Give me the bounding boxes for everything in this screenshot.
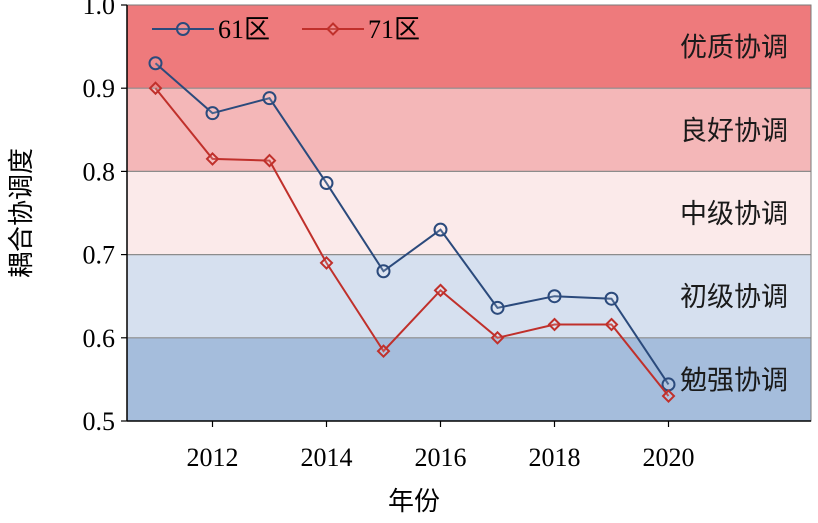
band-label: 勉强协调 bbox=[680, 365, 788, 396]
y-tick-label: 0.7 bbox=[83, 241, 116, 270]
data-point bbox=[661, 389, 676, 403]
data-point bbox=[262, 91, 277, 106]
data-point bbox=[376, 344, 391, 359]
data-point bbox=[205, 152, 220, 166]
plot-frame bbox=[126, 4, 812, 422]
data-point bbox=[148, 56, 163, 71]
legend-item: 71区 bbox=[302, 15, 420, 44]
band-label: 中级协调 bbox=[680, 199, 788, 230]
legend-label: 71区 bbox=[368, 15, 420, 44]
data-point bbox=[547, 317, 562, 332]
band-3 bbox=[127, 171, 811, 255]
data-point bbox=[490, 330, 505, 345]
x-tick-label: 2014 bbox=[301, 443, 353, 472]
data-point bbox=[319, 256, 334, 270]
y-tick-label: 0.9 bbox=[83, 74, 116, 103]
y-axis-title: 耦合协调度 bbox=[7, 148, 37, 278]
x-axis-title: 年份 bbox=[388, 487, 440, 517]
data-point bbox=[262, 153, 277, 168]
data-point bbox=[547, 289, 562, 304]
band-label: 良好协调 bbox=[680, 116, 788, 147]
legend: 61区 71区 bbox=[152, 15, 420, 44]
band-2 bbox=[127, 88, 811, 172]
data-point bbox=[490, 300, 505, 315]
series-2 bbox=[148, 81, 676, 403]
series-line bbox=[154, 62, 670, 385]
data-point bbox=[433, 222, 448, 237]
y-tick-label: 1.0 bbox=[83, 0, 116, 20]
y-tick-label: 0.8 bbox=[83, 157, 116, 186]
axis-ticks: 1.0 0.9 0.8 0.7 0.6 0.5 2012 2014 2016 2018 2020 bbox=[83, 0, 695, 472]
data-point bbox=[433, 283, 448, 298]
y-tick-label: 0.6 bbox=[83, 324, 116, 353]
band-1 bbox=[127, 5, 811, 89]
data-point bbox=[205, 106, 220, 121]
data-point bbox=[661, 377, 676, 392]
band-label: 初级协调 bbox=[680, 282, 788, 313]
x-tick-label: 2020 bbox=[643, 443, 695, 472]
legend-label: 61区 bbox=[218, 15, 270, 44]
series-line bbox=[154, 87, 670, 397]
x-tick-label: 2016 bbox=[415, 443, 467, 472]
legend-marker bbox=[326, 22, 340, 36]
x-tick-label: 2018 bbox=[529, 443, 581, 472]
legend-marker bbox=[176, 22, 190, 36]
data-point bbox=[376, 264, 391, 279]
data-point bbox=[148, 81, 163, 96]
legend-item: 61区 bbox=[152, 15, 270, 44]
band-label: 优质协调 bbox=[680, 33, 788, 64]
data-point bbox=[319, 176, 334, 191]
x-tick-label: 2012 bbox=[187, 443, 239, 472]
data-point bbox=[604, 291, 619, 306]
band-5 bbox=[127, 337, 811, 421]
y-tick-label: 0.5 bbox=[83, 407, 116, 436]
data-point bbox=[604, 317, 619, 332]
series-1 bbox=[148, 56, 676, 392]
series-lines bbox=[148, 56, 676, 403]
